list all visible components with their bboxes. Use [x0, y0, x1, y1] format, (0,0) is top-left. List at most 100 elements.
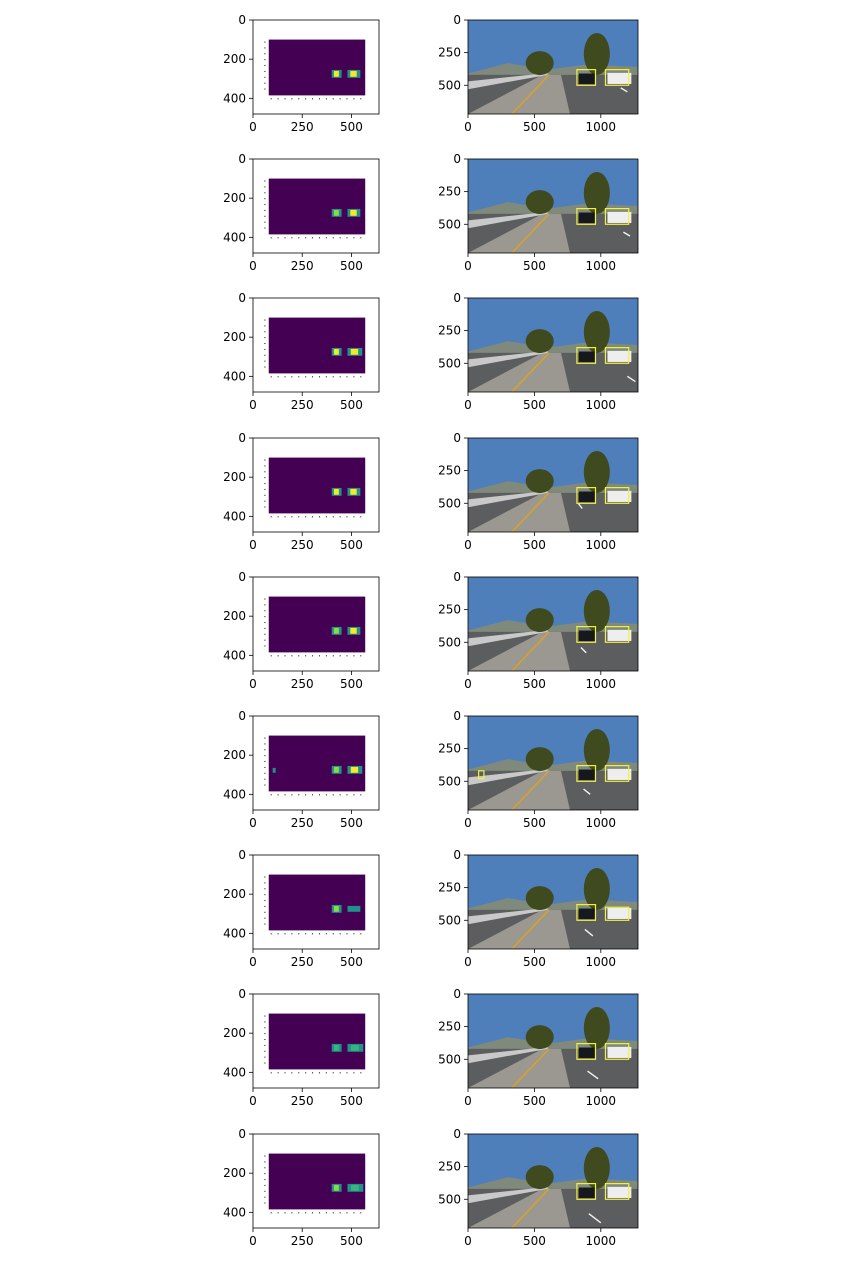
heatmap-x-tick-label: 0 [249, 677, 257, 691]
image-x-tick-label: 1000 [586, 1094, 617, 1108]
heatmap-edge-dot [264, 1202, 266, 1204]
heat-blob-core [350, 1044, 359, 1051]
detection-box [604, 1043, 630, 1060]
heatmap-y-tick-label: 200 [223, 52, 246, 66]
heatmap-y-tick-label: 400 [223, 926, 246, 940]
scene-car-black [578, 908, 595, 919]
image-y-tick-label: 0 [453, 291, 461, 305]
heatmap-edge-dot [264, 1155, 266, 1157]
scene-lane-yellow [511, 492, 550, 533]
heatmap-edge-dot [264, 627, 266, 629]
image-y-tick-label: 500 [438, 217, 461, 231]
heatmap-edge-dot [318, 1212, 320, 1214]
heatmap-region [268, 596, 366, 653]
heatmap-edge-dot [353, 1072, 355, 1074]
detection-panel: 0 500 1000 0 250 500 [438, 848, 639, 969]
heatmap-edge-dot [264, 923, 266, 925]
heatmap-edge-dot [264, 366, 266, 368]
heatmap-panel: 0 250 500 0 200 400 [223, 848, 380, 969]
image-y-tick-label: 250 [438, 742, 461, 756]
heatmap-edge-dot [264, 76, 266, 78]
image-axes-frame [467, 158, 639, 254]
heatmap-edge-dot [264, 911, 266, 913]
heat-blob-core [333, 766, 339, 773]
heatmap-edge-dot [325, 237, 327, 239]
heatmap-edge-dot [277, 237, 279, 239]
heatmap-region [268, 874, 366, 931]
heatmap-edge-dot [339, 376, 341, 378]
heatmap-edge-dot [264, 610, 266, 612]
heatmap-edge-dot [312, 376, 314, 378]
scene-lane-dash [577, 502, 583, 509]
image-x-tick-label: 500 [523, 538, 546, 552]
scene-road-surface [468, 352, 570, 392]
heatmap-edge-dot [360, 794, 362, 796]
image-x-tick-label: 500 [523, 955, 546, 969]
image-x-tick-label: 1000 [586, 816, 617, 830]
image-x-tick-label: 0 [464, 398, 472, 412]
heatmap-edge-dot [353, 98, 355, 100]
heatmap-x-tick-label: 0 [249, 259, 257, 273]
detection-box [604, 1183, 630, 1200]
heatmap-y-tick-label: 200 [223, 191, 246, 205]
heat-blob-core [333, 1044, 339, 1051]
heatmap-edge-dot [270, 1072, 272, 1074]
heatmap-edge-dot [346, 237, 348, 239]
scene-tree-left [525, 886, 554, 911]
scene-tree-right [583, 589, 610, 632]
heatmap-edge-dot [264, 360, 266, 362]
heatmap-edge-dot [312, 1212, 314, 1214]
heatmap-edge-dot [353, 1212, 355, 1214]
scene-road-surface [468, 74, 570, 114]
heatmap-y-tick-label: 400 [223, 787, 246, 801]
scene-guardrail [468, 629, 548, 647]
heatmap-edge-dot [360, 1072, 362, 1074]
heat-blob-core [333, 488, 339, 495]
image-x-tick-label: 500 [523, 1234, 546, 1248]
image-y-tick-label: 250 [438, 464, 461, 478]
image-x-tick-label: 500 [523, 398, 546, 412]
frame-row-4: 0 250 500 0 200 400 0 500 1000 0 250 500 [223, 431, 639, 552]
scene-lane-yellow [511, 1048, 550, 1089]
scene-guardrail [468, 1046, 548, 1064]
heatmap-x-tick-label: 500 [340, 816, 363, 830]
scene-guardrail [468, 490, 548, 508]
scene-tree-right [583, 450, 610, 493]
image-x-tick-label: 1000 [586, 398, 617, 412]
scene-car-black [578, 73, 595, 84]
heatmap-y-tick-label: 0 [238, 291, 246, 305]
scene-lane-dash [588, 1213, 602, 1224]
frame-row-3: 0 250 500 0 200 400 0 500 1000 0 250 500 [223, 291, 639, 412]
image-y-tick-label: 500 [438, 1052, 461, 1066]
heatmap-edge-dot [264, 53, 266, 55]
heatmap-edge-dot [325, 516, 327, 518]
heatmap-edge-dot [346, 933, 348, 935]
heatmap-edge-dot [264, 778, 266, 780]
scene-car-black [578, 1047, 595, 1058]
heatmap-region [268, 1013, 366, 1070]
heatmap-edge-dot [264, 471, 266, 473]
heatmap-edge-dot [284, 794, 286, 796]
scene-lane-dash [626, 375, 636, 383]
heatmap-edge-dot [264, 876, 266, 878]
scene-tree-right [583, 310, 610, 353]
detection-panel: 0 500 1000 0 250 500 [438, 291, 639, 412]
heatmap-edge-dot [264, 221, 266, 223]
heatmap-edge-dot [346, 794, 348, 796]
scene-tree-left [525, 329, 554, 354]
heatmap-y-tick-label: 400 [223, 230, 246, 244]
frame-row-9: 0 250 500 0 200 400 0 500 1000 0 250 500 [223, 1127, 639, 1248]
heat-blob-core [350, 906, 357, 911]
heatmap-x-tick-label: 250 [291, 1094, 314, 1108]
image-axes-frame [467, 437, 639, 533]
scene-car-black [578, 630, 595, 641]
heatmap-edge-dot [264, 1161, 266, 1163]
heatmap-edge-dot [277, 98, 279, 100]
scene-tree-right [583, 32, 610, 75]
scene-lane-yellow [511, 352, 550, 393]
heat-blob-core [350, 209, 357, 216]
heatmap-axes-frame [252, 158, 380, 254]
scene-road-surface [468, 213, 570, 253]
heatmap-edge-dot [360, 237, 362, 239]
